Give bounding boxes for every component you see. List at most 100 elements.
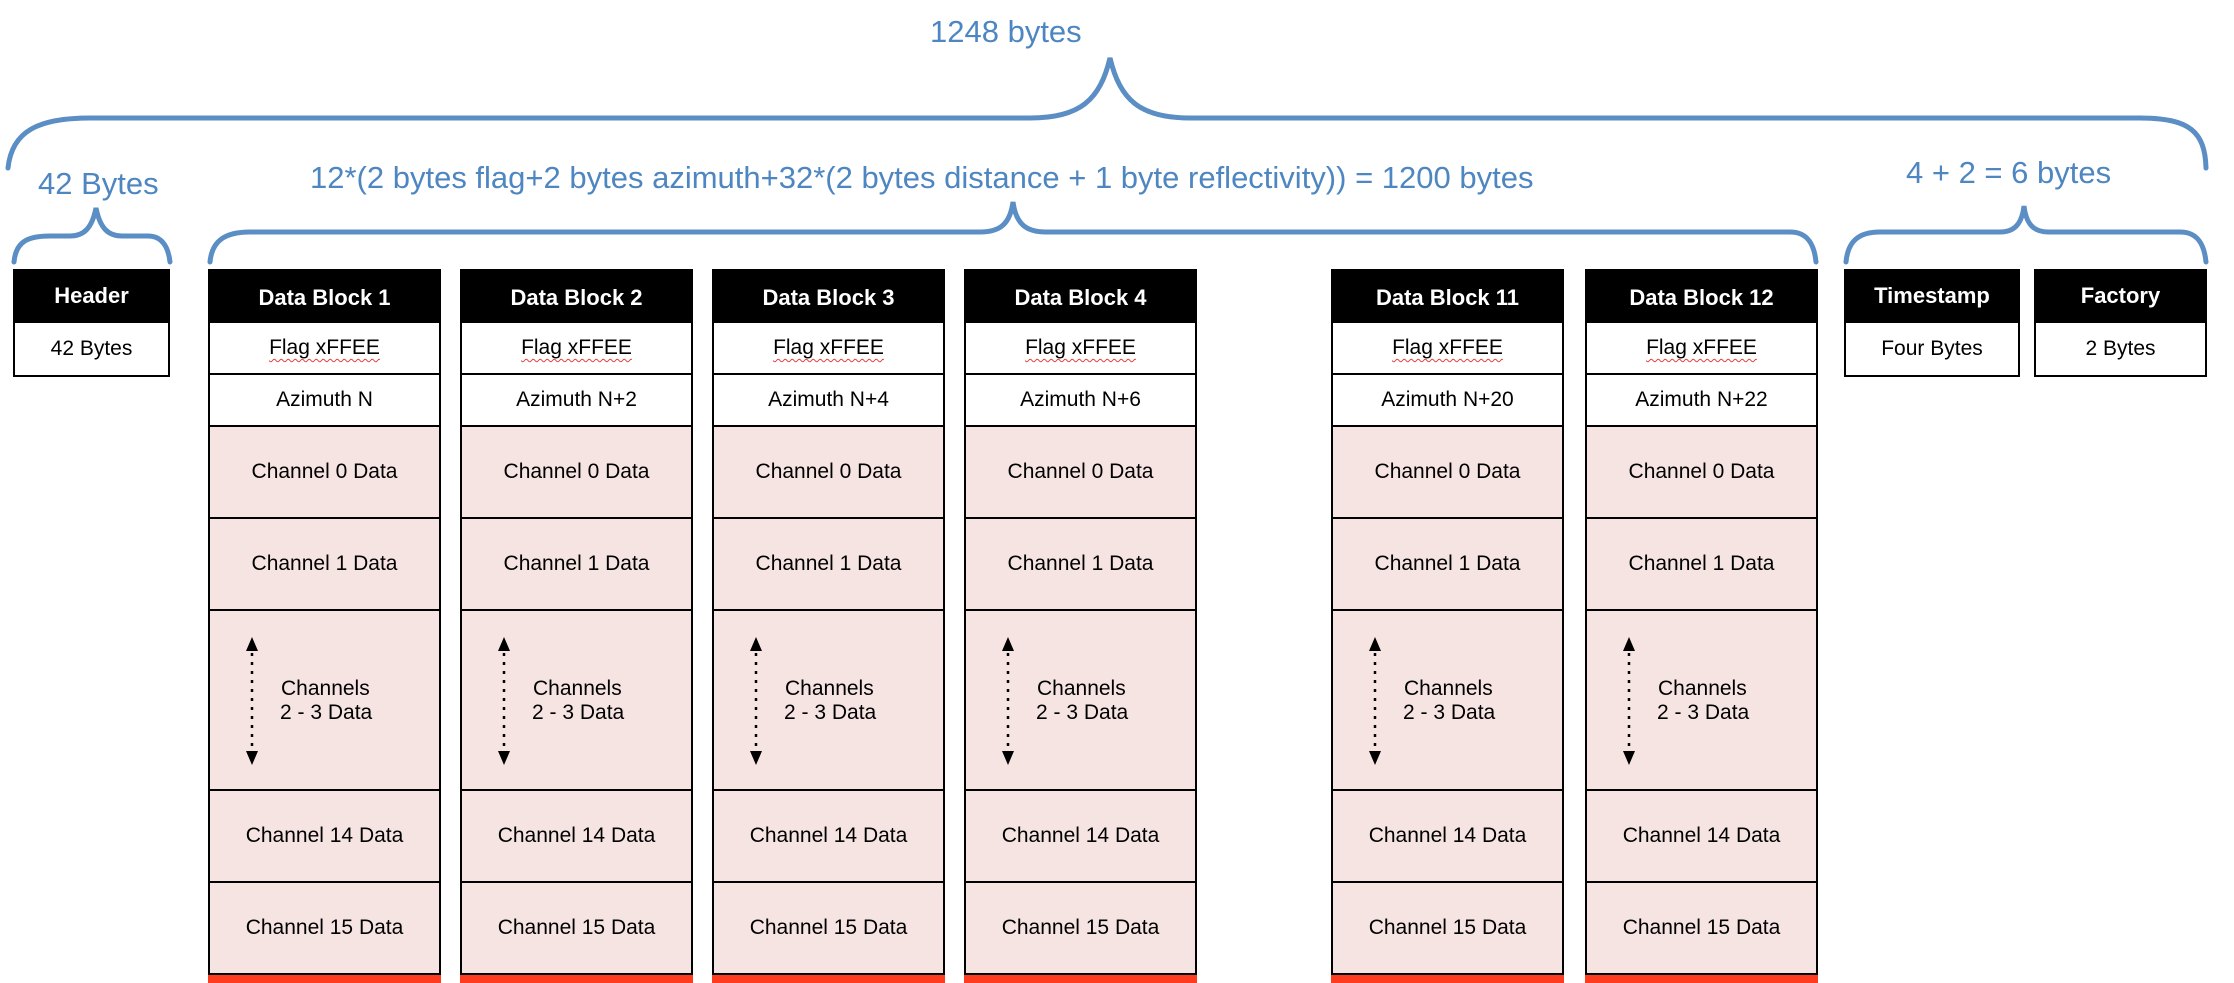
header-title: Header xyxy=(13,269,170,323)
channels-range-text: 2 - 3 Data xyxy=(1657,701,1750,724)
channels-text: Channels xyxy=(533,677,622,700)
data-block-2: Data Block 2 Flag xFFEE Azimuth N+2 Chan… xyxy=(460,269,693,983)
factory-size: 2 Bytes xyxy=(2034,323,2207,377)
double-arrow-icon xyxy=(1369,637,1381,765)
channel-0-cell: Channel 0 Data xyxy=(712,427,945,519)
channel-0-cell: Channel 0 Data xyxy=(1585,427,1818,519)
bottom-bar xyxy=(712,975,945,983)
channels-range-label: Channels 2 - 3 Data xyxy=(280,677,372,725)
flag-cell: Flag xFFEE xyxy=(208,323,441,375)
azimuth-cell: Azimuth N+2 xyxy=(460,375,693,427)
channel-1-cell: Channel 1 Data xyxy=(964,519,1197,611)
double-arrow-icon xyxy=(750,637,762,765)
data-block-title: Data Block 12 xyxy=(1585,269,1818,323)
channel-14-cell: Channel 14 Data xyxy=(460,791,693,883)
channel-15-cell: Channel 15 Data xyxy=(208,883,441,975)
channel-14-cell: Channel 14 Data xyxy=(208,791,441,883)
channels-text: Channels xyxy=(785,677,874,700)
tail-bytes-label: 4 + 2 = 6 bytes xyxy=(1906,155,2112,190)
flag-label: Flag xFFEE xyxy=(1392,336,1503,359)
channels-range-text: 2 - 3 Data xyxy=(280,701,373,724)
total-bytes-label: 1248 bytes xyxy=(930,14,1082,49)
data-block-4: Data Block 4 Flag xFFEE Azimuth N+6 Chan… xyxy=(964,269,1197,983)
channels-range-text: 2 - 3 Data xyxy=(1403,701,1496,724)
channels-range-label: Channels 2 - 3 Data xyxy=(784,677,876,725)
channels-range-cell: Channels 2 - 3 Data xyxy=(964,611,1197,791)
double-arrow-icon xyxy=(1623,637,1635,765)
bottom-bar xyxy=(1331,975,1564,983)
azimuth-cell: Azimuth N+4 xyxy=(712,375,945,427)
channel-15-cell: Channel 15 Data xyxy=(460,883,693,975)
channel-1-cell: Channel 1 Data xyxy=(1331,519,1564,611)
channels-range-cell: Channels 2 - 3 Data xyxy=(1585,611,1818,791)
flag-cell: Flag xFFEE xyxy=(712,323,945,375)
bottom-bar xyxy=(460,975,693,983)
bottom-bar xyxy=(208,975,441,983)
total-brace xyxy=(5,57,2209,171)
channel-15-cell: Channel 15 Data xyxy=(964,883,1197,975)
channel-14-cell: Channel 14 Data xyxy=(712,791,945,883)
data-block-title: Data Block 4 xyxy=(964,269,1197,323)
header-bytes-label: 42 Bytes xyxy=(38,166,159,201)
channels-range-cell: Channels 2 - 3 Data xyxy=(712,611,945,791)
channel-1-cell: Channel 1 Data xyxy=(460,519,693,611)
double-arrow-icon xyxy=(498,637,510,765)
channels-text: Channels xyxy=(281,677,370,700)
flag-cell: Flag xFFEE xyxy=(1585,323,1818,375)
data-block-title: Data Block 2 xyxy=(460,269,693,323)
azimuth-cell: Azimuth N+6 xyxy=(964,375,1197,427)
factory-field: Factory 2 Bytes xyxy=(2034,269,2207,377)
channel-14-cell: Channel 14 Data xyxy=(1585,791,1818,883)
data-bytes-label: 12*(2 bytes flag+2 bytes azimuth+32*(2 b… xyxy=(310,160,1534,195)
data-brace xyxy=(207,201,1819,265)
double-arrow-icon xyxy=(246,637,258,765)
channels-range-cell: Channels 2 - 3 Data xyxy=(460,611,693,791)
channel-0-cell: Channel 0 Data xyxy=(208,427,441,519)
channels-text: Channels xyxy=(1658,677,1747,700)
channel-15-cell: Channel 15 Data xyxy=(1331,883,1564,975)
flag-cell: Flag xFFEE xyxy=(964,323,1197,375)
channels-range-text: 2 - 3 Data xyxy=(1036,701,1129,724)
tail-brace xyxy=(1843,205,2209,265)
channels-range-cell: Channels 2 - 3 Data xyxy=(1331,611,1564,791)
channel-0-cell: Channel 0 Data xyxy=(460,427,693,519)
data-block-12: Data Block 12 Flag xFFEE Azimuth N+22 Ch… xyxy=(1585,269,1818,983)
channel-0-cell: Channel 0 Data xyxy=(964,427,1197,519)
azimuth-cell: Azimuth N+22 xyxy=(1585,375,1818,427)
timestamp-title: Timestamp xyxy=(1844,269,2020,323)
flag-label: Flag xFFEE xyxy=(773,336,884,359)
double-arrow-icon xyxy=(1002,637,1014,765)
flag-label: Flag xFFEE xyxy=(1025,336,1136,359)
channel-14-cell: Channel 14 Data xyxy=(964,791,1197,883)
timestamp-size: Four Bytes xyxy=(1844,323,2020,377)
data-block-title: Data Block 3 xyxy=(712,269,945,323)
azimuth-cell: Azimuth N xyxy=(208,375,441,427)
factory-title: Factory xyxy=(2034,269,2207,323)
channel-14-cell: Channel 14 Data xyxy=(1331,791,1564,883)
channel-1-cell: Channel 1 Data xyxy=(1585,519,1818,611)
channels-range-label: Channels 2 - 3 Data xyxy=(1403,677,1495,725)
flag-cell: Flag xFFEE xyxy=(1331,323,1564,375)
header-field: Header 42 Bytes xyxy=(13,269,170,377)
channels-range-text: 2 - 3 Data xyxy=(532,701,625,724)
data-block-11: Data Block 11 Flag xFFEE Azimuth N+20 Ch… xyxy=(1331,269,1564,983)
channel-15-cell: Channel 15 Data xyxy=(712,883,945,975)
flag-label: Flag xFFEE xyxy=(521,336,632,359)
timestamp-field: Timestamp Four Bytes xyxy=(1844,269,2020,377)
channel-1-cell: Channel 1 Data xyxy=(208,519,441,611)
data-block-title: Data Block 11 xyxy=(1331,269,1564,323)
channels-text: Channels xyxy=(1037,677,1126,700)
channels-range-label: Channels 2 - 3 Data xyxy=(532,677,624,725)
bottom-bar xyxy=(1585,975,1818,983)
bottom-bar xyxy=(964,975,1197,983)
azimuth-cell: Azimuth N+20 xyxy=(1331,375,1564,427)
data-block-3: Data Block 3 Flag xFFEE Azimuth N+4 Chan… xyxy=(712,269,945,983)
channels-range-label: Channels 2 - 3 Data xyxy=(1657,677,1749,725)
channels-range-cell: Channels 2 - 3 Data xyxy=(208,611,441,791)
channels-range-text: 2 - 3 Data xyxy=(784,701,877,724)
flag-label: Flag xFFEE xyxy=(1646,336,1757,359)
channel-15-cell: Channel 15 Data xyxy=(1585,883,1818,975)
flag-cell: Flag xFFEE xyxy=(460,323,693,375)
header-size: 42 Bytes xyxy=(13,323,170,377)
